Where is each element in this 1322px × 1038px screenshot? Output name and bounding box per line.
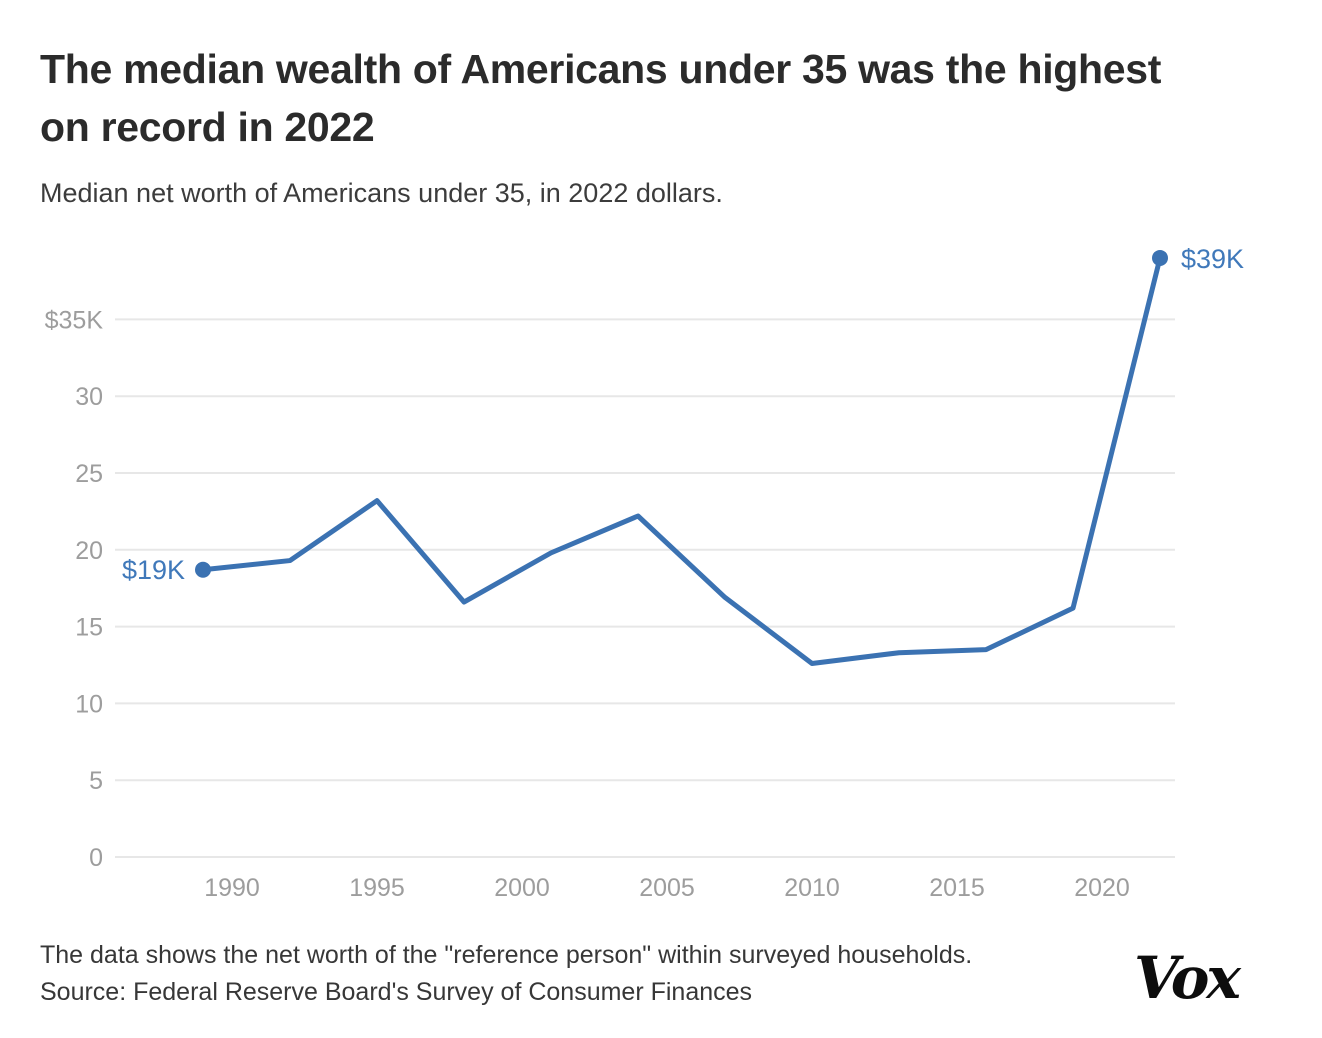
y-tick-label: $35K: [45, 306, 104, 334]
y-tick-label: 25: [75, 460, 103, 488]
last-point-label: $39K: [1181, 244, 1244, 274]
x-tick-label: 2005: [639, 874, 695, 902]
data-line: [200, 255, 1163, 666]
x-tick-label: 2010: [784, 874, 840, 902]
y-tick-label: 20: [75, 537, 103, 565]
last-point: [1152, 249, 1168, 266]
footnote: The data shows the net worth of the "ref…: [40, 941, 973, 969]
x-tick-label: 1990: [204, 874, 260, 902]
first-point: [195, 561, 211, 578]
x-tick-label: 2020: [1074, 874, 1130, 902]
y-tick-label: 30: [75, 383, 103, 411]
y-tick-label: 10: [75, 690, 103, 718]
x-tick-label: 2000: [494, 874, 550, 902]
x-tick-label: 1995: [349, 874, 405, 902]
chart-title: The median wealth of Americans under 35 …: [40, 46, 1162, 150]
source-line: Source: Federal Reserve Board's Survey o…: [40, 978, 753, 1006]
y-tick-label: 5: [89, 767, 103, 795]
chart-subtitle: Median net worth of Americans under 35, …: [40, 178, 723, 208]
x-tick-label: 2015: [929, 874, 985, 902]
first-point-label: $19K: [122, 555, 185, 585]
y-tick-label: 15: [75, 614, 103, 642]
vox-logo: Vox: [1134, 944, 1241, 1012]
y-tick-label: 0: [89, 844, 103, 872]
